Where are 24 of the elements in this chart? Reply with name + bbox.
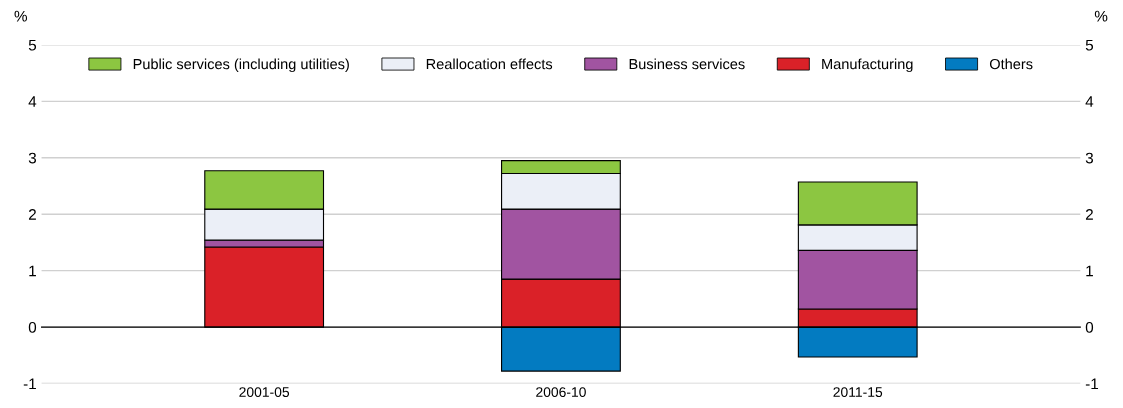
y-tick-label: 5 [28,39,37,51]
y-tick-label: 2 [28,209,36,220]
legend-label: Business services [629,58,745,70]
legend-label: Manufacturing [822,58,913,73]
y2-tick-label: 1 [1086,265,1093,277]
y2-tick-label: 5 [1085,39,1094,51]
y2-tick-label: 4 [1085,96,1094,107]
y2-tick-label: 0 [1085,321,1094,333]
y2-tick-label: 3 [1085,152,1094,164]
y2-tick-label: 2 [1085,209,1093,220]
y2-tick-label: -1 [1085,378,1099,390]
y2-axis-title: % [1094,10,1108,22]
legend-label: Others [989,58,1033,70]
x-tick-label: 2011-15 [833,387,883,397]
x-tick-label: 2006-10 [536,387,586,397]
y-tick-label: 1 [29,265,36,277]
y-tick-label: 3 [28,152,37,164]
y-tick-label: 0 [28,321,37,333]
y-axis-title: % [14,10,28,22]
legend-label: Reallocation effects [426,58,553,70]
legend-label: Public services (including utilities) [133,58,349,73]
x-tick-label: 2001-05 [239,387,290,397]
y-tick-label: -1 [23,378,36,390]
y-tick-label: 4 [28,96,37,107]
